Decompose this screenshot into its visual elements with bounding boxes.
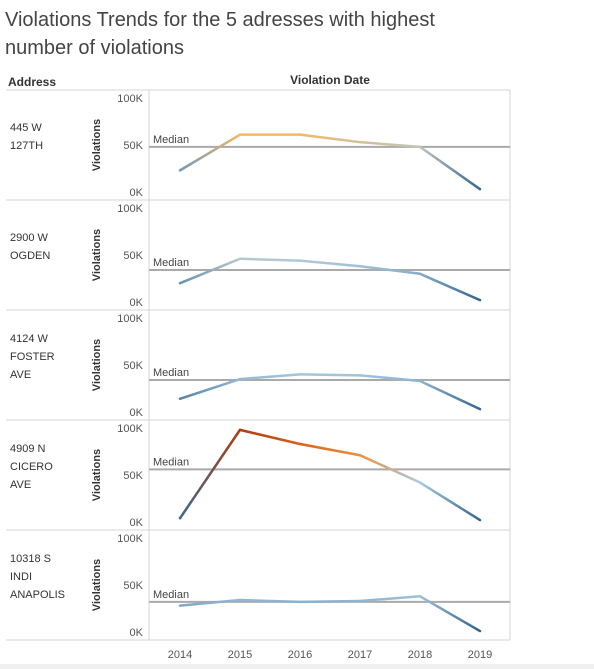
trend-line-segment <box>358 265 422 276</box>
trend-line-segment <box>298 133 362 144</box>
x-tick-label: 2015 <box>228 649 252 661</box>
trend-line-segment <box>418 595 482 633</box>
y-tick-label: 50K <box>123 250 143 262</box>
y-axis-title: Violations <box>91 229 103 281</box>
row-header-address: Address <box>8 75 57 89</box>
y-tick-label: 100K <box>117 533 143 545</box>
trend-line-segment <box>418 272 482 302</box>
trend-line-segment <box>178 428 242 520</box>
y-axis-title: Violations <box>91 339 103 391</box>
trend-line-segment <box>238 257 302 262</box>
y-tick-label: 50K <box>123 580 143 592</box>
y-tick-label: 50K <box>123 470 143 482</box>
y-tick-label: 0K <box>130 297 144 309</box>
x-tick-label: 2014 <box>168 649 192 661</box>
chart-title: Violations Trends for the 5 adresses wit… <box>5 9 435 59</box>
trend-line-segment <box>178 133 242 172</box>
trend-line-segment <box>418 379 482 411</box>
trend-line-segment <box>298 599 362 604</box>
trend-line-segment <box>358 454 422 484</box>
y-tick-label: 100K <box>117 313 143 325</box>
trend-line-segment <box>238 598 302 604</box>
address-label: 4124 W FOSTER AVE <box>10 333 55 381</box>
address-label: 4909 N CICERO AVE <box>10 443 53 491</box>
trend-line-segment <box>358 140 422 149</box>
trend-line-segment <box>298 373 362 377</box>
trend-line-segment <box>178 598 242 607</box>
y-axis-title: Violations <box>91 449 103 501</box>
median-label: Median <box>153 257 189 269</box>
bottom-scrollbar-strip <box>0 664 594 669</box>
trend-line-segment <box>418 481 482 522</box>
x-tick-label: 2019 <box>468 649 492 661</box>
y-tick-label: 100K <box>117 423 143 435</box>
y-axis-title: Violations <box>91 119 103 171</box>
median-label: Median <box>153 367 189 379</box>
median-label: Median <box>153 134 189 146</box>
y-tick-label: 0K <box>130 407 144 419</box>
trend-line-segment <box>418 145 482 191</box>
y-tick-label: 50K <box>123 360 143 372</box>
y-tick-label: 0K <box>130 627 144 639</box>
address-label: 10318 S INDI ANAPOLIS <box>10 553 65 601</box>
x-tick-label: 2017 <box>348 649 372 661</box>
y-tick-label: 100K <box>117 203 143 215</box>
y-tick-label: 0K <box>130 187 144 199</box>
trend-line-segment <box>358 595 422 603</box>
x-tick-label: 2018 <box>408 649 432 661</box>
address-label: 445 W 127TH <box>10 122 43 152</box>
trend-line-segment <box>178 257 242 285</box>
y-tick-label: 0K <box>130 517 144 529</box>
median-label: Median <box>153 589 189 601</box>
trend-line-segment <box>358 374 422 383</box>
address-label: 2900 W OGDEN <box>10 232 50 262</box>
trend-line-segment <box>298 442 362 457</box>
y-tick-label: 50K <box>123 140 143 152</box>
trend-line-segment <box>298 259 362 268</box>
trend-line-segment <box>238 428 302 446</box>
x-tick-label: 2016 <box>288 649 312 661</box>
y-tick-label: 100K <box>117 93 143 105</box>
y-axis-title: Violations <box>91 559 103 611</box>
trend-line-segment <box>238 373 302 381</box>
median-label: Median <box>153 456 189 468</box>
trend-line-segment <box>178 377 242 401</box>
column-header-violation-date: Violation Date <box>290 73 370 87</box>
